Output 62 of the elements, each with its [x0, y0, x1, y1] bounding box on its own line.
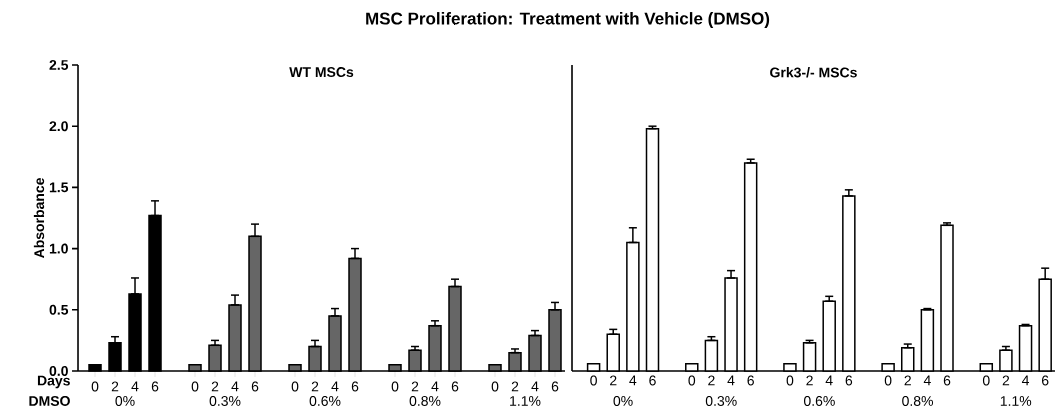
- x-tick-label: 2: [904, 375, 911, 386]
- x-tick-label: 6: [649, 375, 656, 386]
- text: 1.1%: [510, 396, 541, 406]
- x-tick-label: 4: [825, 375, 833, 386]
- x-tick-label: 0: [590, 375, 597, 386]
- x-tick-label: 6: [451, 381, 459, 392]
- text: 0.8%: [902, 396, 934, 406]
- x-tick-label: 2: [1002, 375, 1010, 386]
- chart-subtitle: Grk3-/- MSCs: [770, 67, 857, 78]
- x-tick-label: 0: [688, 375, 696, 386]
- x-tick-label: 0: [191, 381, 199, 392]
- x-tick-label: 4: [1021, 375, 1030, 386]
- text: 0%: [613, 396, 633, 406]
- x-tick-label: 4: [727, 375, 735, 386]
- x-tick-label: 0: [982, 375, 990, 386]
- x-tick-label: 2: [311, 381, 319, 392]
- y-tick-label: 1.5: [49, 182, 69, 193]
- x-tick-label: 6: [551, 381, 559, 392]
- x-tick-label: 2: [806, 375, 813, 386]
- text: 0.3%: [705, 396, 737, 406]
- x-tick-label: 6: [943, 375, 951, 386]
- x-tick-label: 2: [511, 381, 519, 392]
- text: DMSO: [29, 396, 70, 406]
- x-tick-label: 2: [708, 375, 715, 386]
- text: 1.1%: [1000, 396, 1032, 406]
- x-tick-label: 4: [231, 381, 239, 392]
- x-tick-label: 0: [291, 381, 299, 392]
- text: 0%: [115, 396, 135, 406]
- y-tick-label: 0.5: [49, 304, 69, 315]
- y-tick-label: 0.0: [49, 366, 68, 376]
- x-tick-label: 6: [351, 381, 359, 392]
- x-tick-label: 2: [211, 381, 219, 392]
- x-tick-label: 0: [491, 381, 499, 392]
- x-tick-label: 0: [786, 375, 794, 386]
- x-tick-label: 4: [531, 381, 539, 392]
- text: 0.6%: [803, 396, 835, 406]
- x-tick-label: 4: [131, 381, 139, 392]
- y-tick-label: 2.0: [49, 121, 68, 132]
- x-tick-label: 6: [251, 381, 259, 392]
- x-tick-label: 2: [411, 381, 419, 392]
- chart-title: MSC Proliferation: Treatment with Vehicle (DMSO): [366, 12, 770, 28]
- x-tick-label: 2: [111, 381, 119, 392]
- x-tick-label: 6: [151, 381, 159, 392]
- text: 0.8%: [409, 396, 441, 406]
- chart-subtitle: WT MSCs: [289, 67, 354, 78]
- x-tick-label: 6: [747, 375, 754, 386]
- x-tick-label: 4: [431, 381, 439, 392]
- x-tick-label: 0: [91, 381, 99, 392]
- y-axis-title: Absorbance: [33, 178, 45, 259]
- x-tick-label: 4: [629, 375, 637, 386]
- y-tick-label: 1.0: [49, 243, 68, 254]
- x-tick-label: 6: [845, 375, 853, 386]
- x-tick-label: 2: [610, 375, 617, 386]
- x-tick-label: 0: [884, 375, 892, 386]
- text: 0.3%: [209, 396, 241, 406]
- x-tick-label: 6: [1041, 375, 1049, 386]
- x-tick-label: 4: [923, 375, 931, 386]
- text: 0.6%: [309, 396, 341, 406]
- text: Days: [37, 375, 70, 389]
- y-tick-label: 2.5: [49, 60, 69, 70]
- x-tick-label: 4: [331, 381, 339, 392]
- x-tick-label: 0: [391, 381, 399, 392]
